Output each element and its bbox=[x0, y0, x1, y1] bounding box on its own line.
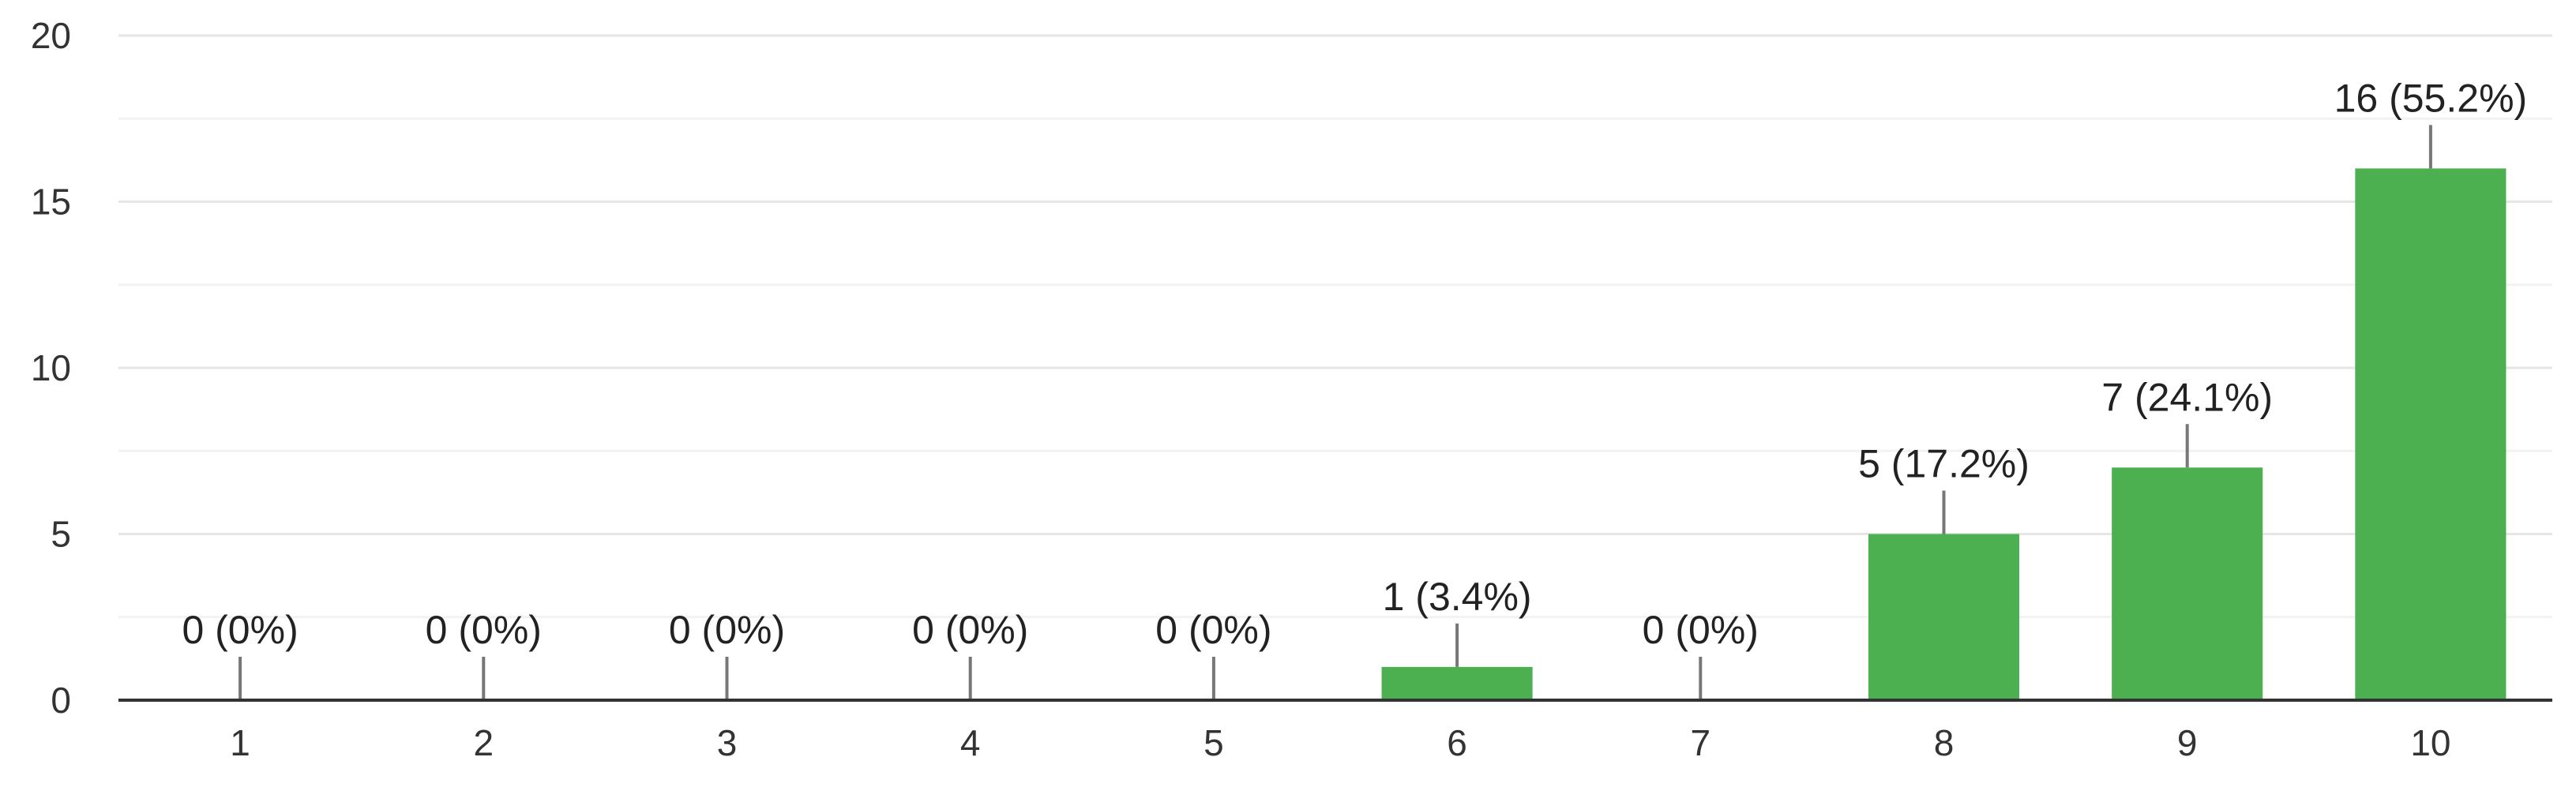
data-label: 0 (0%) bbox=[1155, 608, 1271, 652]
data-label: 0 (0%) bbox=[1643, 608, 1759, 652]
data-label: 0 (0%) bbox=[426, 608, 542, 652]
x-tick-label: 9 bbox=[2177, 722, 2198, 763]
y-tick-label: 0 bbox=[51, 680, 71, 721]
y-tick-label: 15 bbox=[31, 182, 71, 223]
x-tick-label: 5 bbox=[1204, 722, 1224, 763]
y-axis-ticks: 0 5 10 15 20 bbox=[31, 15, 71, 721]
gridlines bbox=[118, 34, 2552, 619]
data-label: 0 (0%) bbox=[669, 608, 785, 652]
bar bbox=[2112, 467, 2263, 700]
label-leaders bbox=[238, 125, 2432, 700]
y-tick-label: 10 bbox=[31, 347, 71, 388]
data-label: 7 (24.1%) bbox=[2101, 375, 2273, 419]
data-label: 0 (0%) bbox=[912, 608, 1028, 652]
bar bbox=[2355, 168, 2507, 700]
x-tick-label: 2 bbox=[474, 722, 494, 763]
data-label: 1 (3.4%) bbox=[1383, 575, 1532, 619]
y-tick-label: 5 bbox=[51, 514, 71, 555]
x-tick-label: 4 bbox=[960, 722, 981, 763]
x-tick-label: 8 bbox=[1934, 722, 1955, 763]
data-labels: 0 (0%) 0 (0%) 0 (0%) 0 (0%) 0 (0%) 1 (3.4%) 0 … bbox=[182, 76, 2527, 652]
x-tick-label: 1 bbox=[230, 722, 250, 763]
x-tick-label: 10 bbox=[2410, 722, 2450, 763]
bar bbox=[1381, 666, 1533, 700]
data-label: 5 (17.2%) bbox=[1858, 442, 2030, 486]
data-label: 16 (55.2%) bbox=[2334, 76, 2528, 120]
x-tick-label: 7 bbox=[1691, 722, 1711, 763]
x-tick-label: 3 bbox=[717, 722, 738, 763]
bar bbox=[1868, 534, 2020, 700]
y-tick-label: 20 bbox=[31, 15, 71, 56]
x-axis-ticks: 1 2 3 4 5 6 7 8 9 10 bbox=[230, 722, 2450, 763]
x-tick-label: 6 bbox=[1447, 722, 1467, 763]
bars bbox=[1381, 168, 2507, 700]
data-label: 0 (0%) bbox=[182, 608, 298, 652]
